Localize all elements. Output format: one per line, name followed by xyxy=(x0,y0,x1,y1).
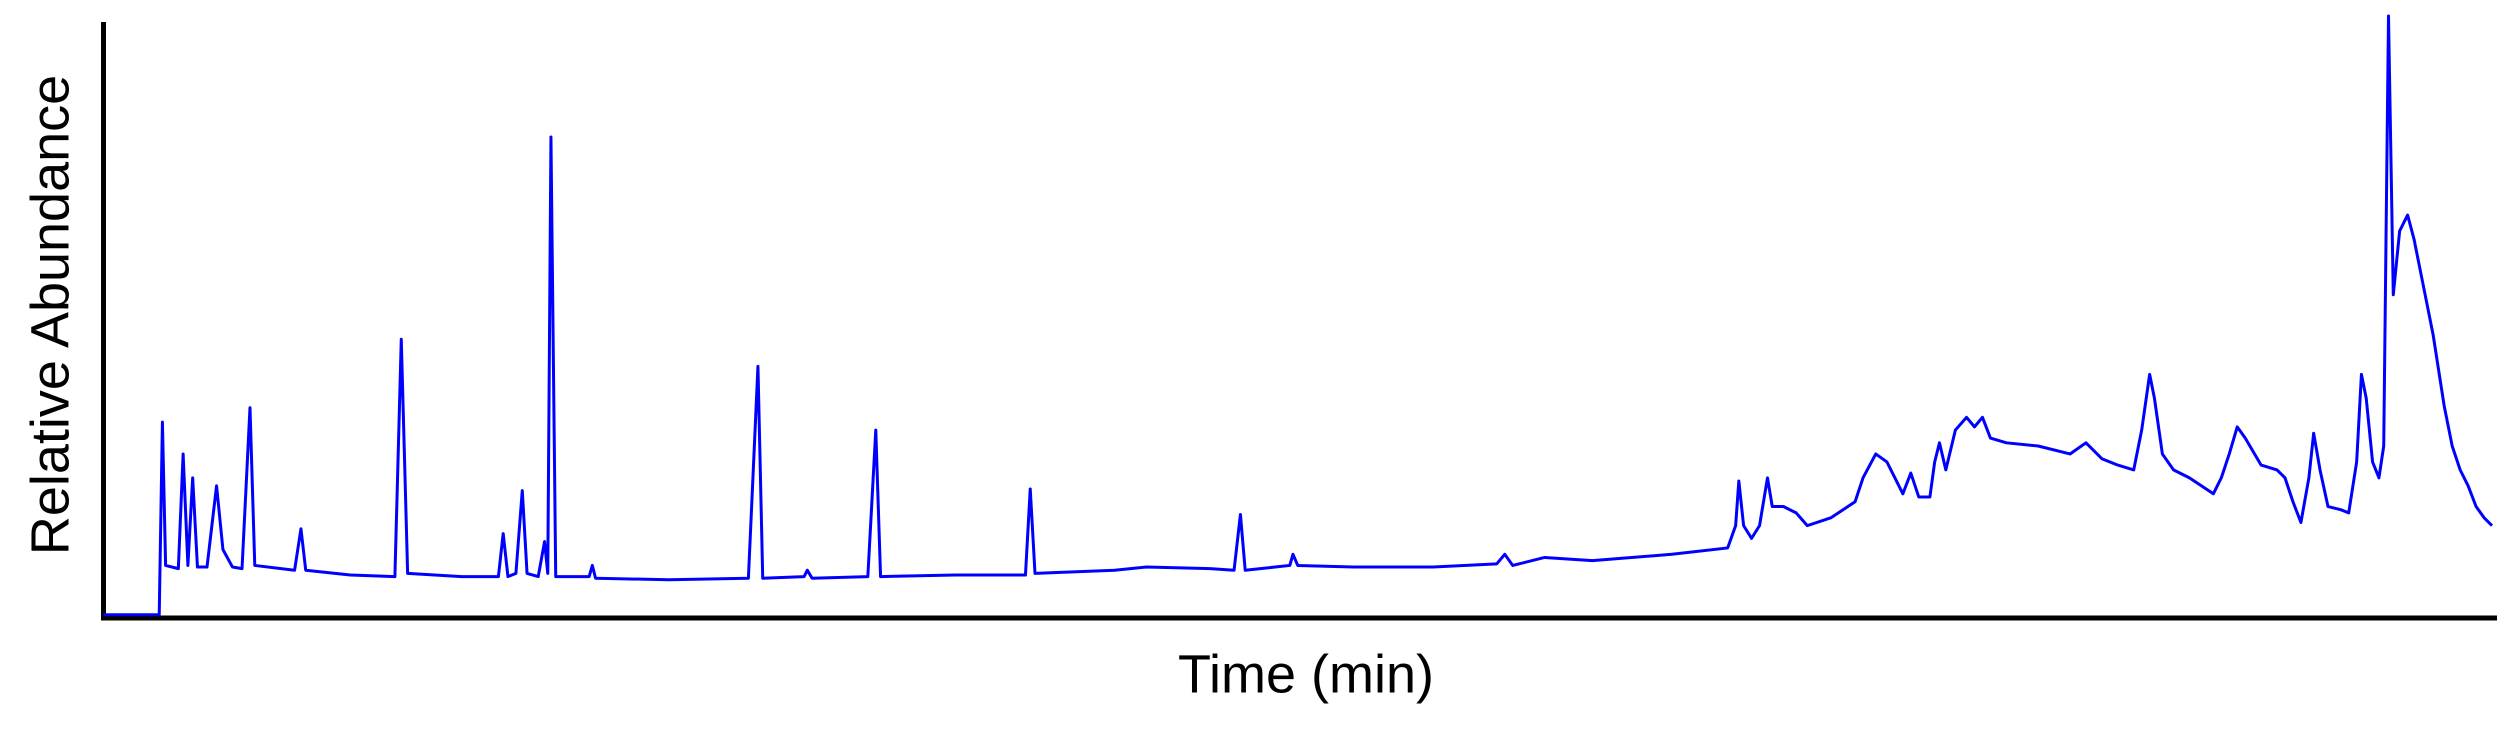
x-axis-label: Time (min) xyxy=(1178,644,1434,704)
y-axis-label: Relative Abundance xyxy=(20,75,80,555)
chromatogram-trace xyxy=(103,14,2494,617)
